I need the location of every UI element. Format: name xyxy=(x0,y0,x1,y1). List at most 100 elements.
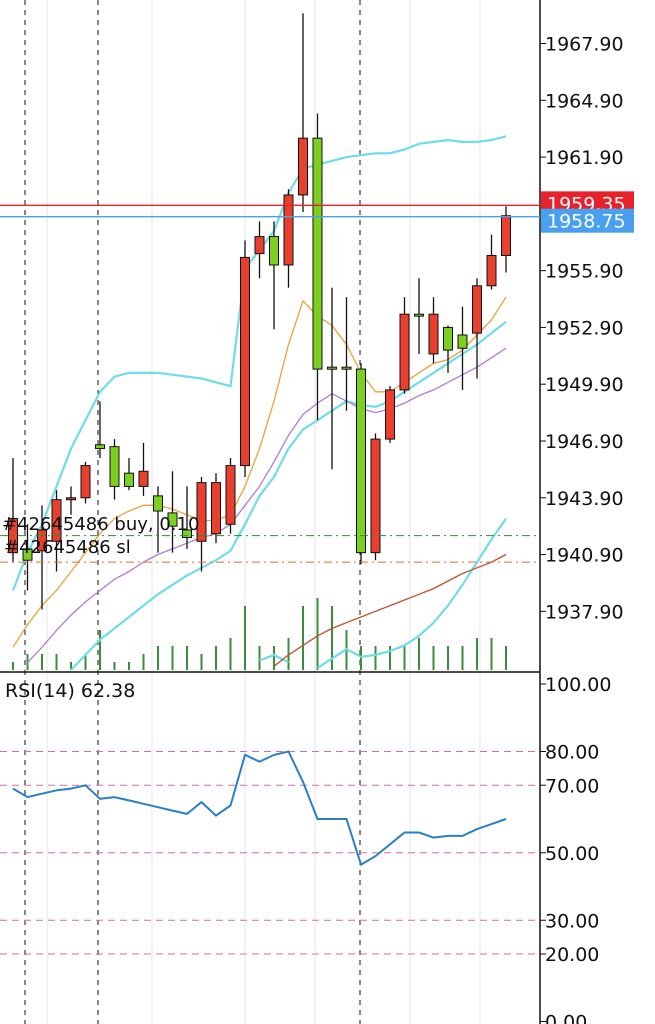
candle[interactable] xyxy=(196,476,207,572)
price-tick-label: 1955.90 xyxy=(545,261,624,283)
volume-bars xyxy=(12,598,507,670)
candle[interactable] xyxy=(80,461,91,504)
candle-body xyxy=(95,444,105,450)
candle-body xyxy=(124,472,134,487)
candle-body xyxy=(196,482,207,542)
candle[interactable] xyxy=(428,297,439,364)
candle-body xyxy=(37,529,47,552)
rsi-tick-label: 30.00 xyxy=(545,910,599,932)
rsi-tick-label: 20.00 xyxy=(545,944,599,966)
rsi-title: RSI(14) 62.38 xyxy=(5,680,135,702)
candle[interactable] xyxy=(95,401,105,459)
moving-average-3 xyxy=(273,553,507,667)
candle[interactable] xyxy=(385,386,395,443)
candle-body xyxy=(211,482,221,535)
candle-body xyxy=(472,285,482,334)
candle-body xyxy=(298,137,308,196)
candle-body xyxy=(327,366,337,370)
lower-band-indicator-line xyxy=(259,517,507,670)
candle-body xyxy=(167,512,178,527)
ask-tag-bg xyxy=(541,208,634,233)
candle[interactable] xyxy=(109,439,120,500)
candle[interactable] xyxy=(370,433,381,561)
price-tick-label: 1940.90 xyxy=(545,545,624,567)
candle[interactable] xyxy=(153,486,163,553)
order-lines: #42645486 buy, 0.10 #42645486 sl xyxy=(0,514,540,563)
candle[interactable] xyxy=(51,490,62,572)
candle-body xyxy=(269,236,279,266)
moving-average-2 xyxy=(27,347,507,663)
candle[interactable] xyxy=(225,458,236,534)
candle[interactable] xyxy=(254,221,265,279)
candle[interactable] xyxy=(486,234,497,290)
rsi-tick-label: 50.00 xyxy=(545,843,599,865)
candle[interactable] xyxy=(167,471,178,553)
candle-body xyxy=(182,529,192,539)
candle-body xyxy=(356,368,366,554)
candle-body xyxy=(138,470,149,487)
ask-tag-label: 1958.75 xyxy=(547,211,626,233)
price-axis: 1967.90 1964.90 1961.90 1955.90 1952.90 1949.… xyxy=(539,0,624,1024)
session-separators xyxy=(24,0,361,1024)
price-tick-label: 1964.90 xyxy=(545,90,624,112)
candle[interactable] xyxy=(211,473,221,544)
candle-body xyxy=(414,313,424,317)
price-tick-label: 1961.90 xyxy=(545,147,624,169)
candle[interactable] xyxy=(138,442,149,496)
candle[interactable] xyxy=(457,306,468,390)
price-tick-label: 1946.90 xyxy=(545,431,624,453)
rsi-panel xyxy=(0,750,540,955)
price-tick-label: 1937.90 xyxy=(545,601,624,623)
candle-body xyxy=(385,389,395,440)
candle[interactable] xyxy=(399,297,410,394)
candle[interactable] xyxy=(298,13,308,212)
moving-average-1 xyxy=(12,296,507,648)
candlesticks[interactable] xyxy=(8,13,511,610)
candle[interactable] xyxy=(182,486,192,549)
rsi-line xyxy=(12,750,507,867)
candle-body xyxy=(501,215,511,257)
candle-body xyxy=(428,313,439,355)
candle[interactable] xyxy=(312,113,323,421)
candle-body xyxy=(399,313,410,391)
price-tick-label: 1949.90 xyxy=(545,374,624,396)
order-sl-label[interactable]: #42645486 sl xyxy=(4,537,131,558)
rsi-tick-label: 70.00 xyxy=(545,775,599,797)
candle[interactable] xyxy=(269,221,279,330)
candle-body xyxy=(254,236,265,255)
candle-body xyxy=(457,334,468,349)
candle[interactable] xyxy=(240,240,250,477)
candle-body xyxy=(80,465,91,499)
candle[interactable] xyxy=(283,189,294,288)
candle-body xyxy=(22,548,33,561)
candle[interactable] xyxy=(66,486,76,515)
candle[interactable] xyxy=(341,297,352,411)
candle-body xyxy=(341,366,352,370)
candle-body xyxy=(51,499,62,542)
candle-body xyxy=(486,255,497,287)
vertical-grid xyxy=(0,0,540,1024)
candle[interactable] xyxy=(124,458,134,491)
candle-body xyxy=(66,497,76,501)
price-tick-label: 1952.90 xyxy=(545,317,624,339)
rsi-tick-label: 80.00 xyxy=(545,742,599,764)
candle[interactable] xyxy=(472,278,482,379)
candle[interactable] xyxy=(37,505,47,610)
candle-body xyxy=(283,194,294,266)
price-tick-label: 1967.90 xyxy=(545,34,624,56)
candle[interactable] xyxy=(356,363,366,565)
candle-body xyxy=(370,438,381,554)
candle[interactable] xyxy=(22,524,33,591)
bollinger-lower-line xyxy=(70,320,507,671)
price-tick-label: 1943.90 xyxy=(545,488,624,510)
order-buy-label[interactable]: #42645486 buy, 0.10 xyxy=(2,514,199,535)
candle[interactable] xyxy=(327,287,337,470)
candle-body xyxy=(240,256,250,467)
candle[interactable] xyxy=(414,278,424,354)
candle[interactable] xyxy=(443,325,453,373)
candle-body xyxy=(312,137,323,370)
candle-body xyxy=(225,465,236,525)
candle-body xyxy=(443,326,453,351)
rsi-tick-label: 0.00 xyxy=(545,1012,587,1024)
